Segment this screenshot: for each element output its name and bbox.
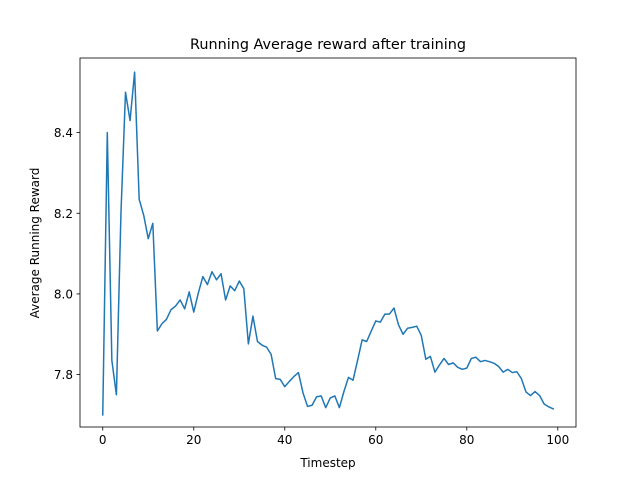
y-axis-label: Average Running Reward [28,168,42,319]
x-tick-label: 80 [459,433,474,447]
y-tick-label: 8.2 [54,207,73,221]
chart-title: Running Average reward after training [190,37,466,53]
x-tick-label: 20 [186,433,201,447]
x-tick-label: 0 [99,433,107,447]
y-tick-label: 7.8 [54,368,73,382]
x-tick-label: 60 [368,433,383,447]
x-axis-label: Timestep [299,456,355,470]
series-line [101,71,555,416]
x-tick-label: 100 [546,433,569,447]
y-tick-label: 8.4 [54,126,73,140]
plot-area [79,57,577,428]
y-tick-label: 8.0 [54,287,73,301]
y-axis: 7.8 8.0 8.2 8.4 [54,126,80,382]
x-tick-label: 40 [277,433,292,447]
x-axis: 0 20 40 60 80 100 [99,427,569,447]
